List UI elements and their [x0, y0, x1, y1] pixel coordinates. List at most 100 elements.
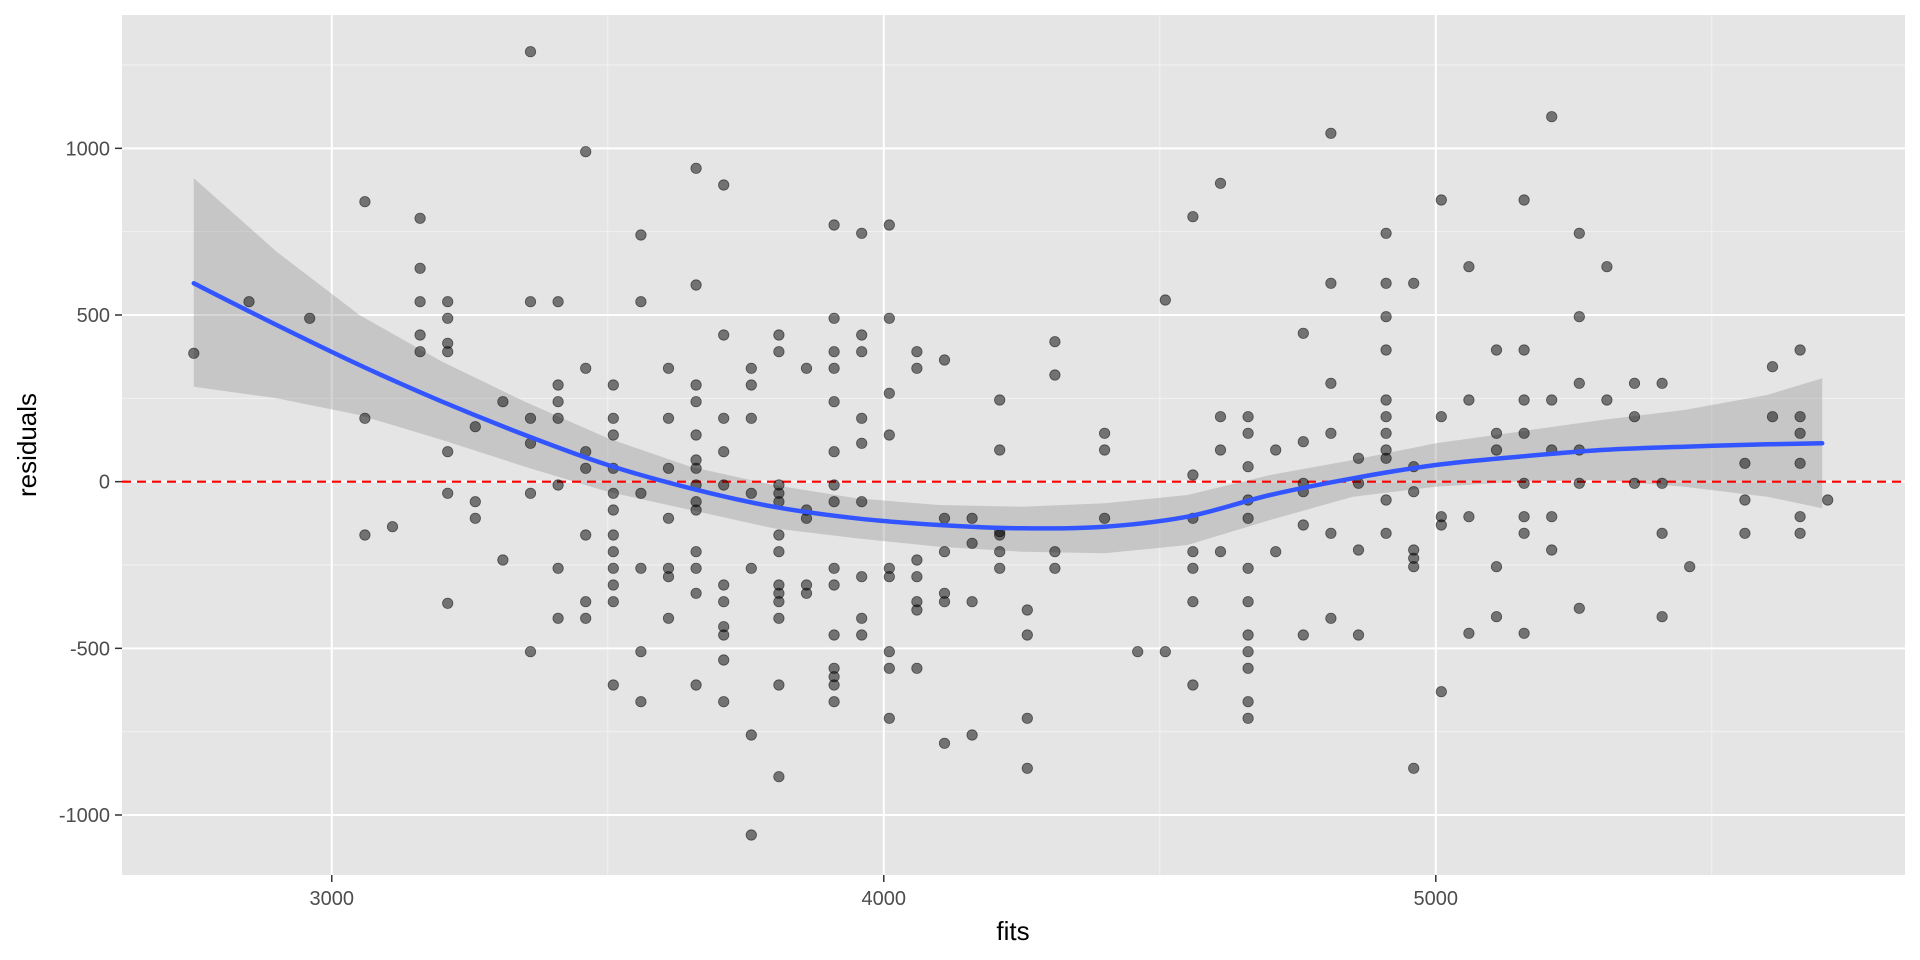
data-point [552, 379, 564, 391]
data-point [773, 529, 785, 541]
data-point [1601, 394, 1613, 406]
data-point [1187, 469, 1199, 481]
data-point [1463, 627, 1475, 639]
data-point [856, 612, 868, 624]
data-point [1794, 511, 1806, 523]
data-point [911, 346, 923, 358]
data-point [497, 554, 509, 566]
data-point [1408, 762, 1420, 774]
data-point [1380, 527, 1392, 539]
data-point [966, 596, 978, 608]
data-point [1435, 411, 1447, 423]
data-point [690, 462, 702, 474]
data-point [994, 444, 1006, 456]
data-point [828, 696, 840, 708]
data-point [1573, 477, 1585, 489]
data-point [607, 546, 619, 558]
data-point [1242, 629, 1254, 641]
data-point [1684, 561, 1696, 573]
data-point [414, 296, 426, 308]
data-point [690, 279, 702, 291]
y-tick-label: 0 [99, 472, 110, 494]
data-point [1546, 511, 1558, 523]
data-point [883, 571, 895, 583]
data-point [938, 546, 951, 558]
data-point [580, 529, 592, 541]
data-point [1099, 512, 1111, 524]
data-point [1628, 377, 1641, 389]
data-point [883, 219, 895, 231]
data-point [690, 396, 702, 408]
data-point [1573, 227, 1585, 239]
data-point [524, 646, 537, 658]
data-point [745, 729, 757, 741]
data-point [994, 394, 1006, 406]
data-point [1518, 627, 1530, 639]
data-point [1656, 477, 1668, 489]
data-point [1490, 344, 1503, 356]
data-point [1601, 261, 1613, 273]
data-point [1297, 436, 1309, 448]
data-point [1325, 427, 1337, 439]
data-point [1187, 562, 1199, 574]
data-point [580, 362, 592, 374]
data-point [524, 412, 537, 424]
data-point [718, 654, 730, 666]
data-point [828, 446, 840, 458]
data-point [1490, 444, 1503, 456]
y-tick-label: -1000 [59, 805, 110, 827]
y-axis-ticks: -1000 -500 0 500 1000 [59, 138, 122, 827]
data-point [607, 596, 619, 608]
data-point [552, 562, 564, 574]
data-point [1021, 629, 1033, 641]
data-point [580, 596, 592, 608]
data-point [1766, 361, 1779, 373]
data-point [188, 347, 200, 359]
data-point [828, 579, 840, 591]
y-axis-title: residuals [12, 393, 42, 497]
data-point [745, 379, 757, 391]
smooth-curve [191, 281, 1825, 531]
data-point [883, 646, 895, 658]
data-point [1490, 611, 1503, 623]
data-point [1352, 629, 1365, 641]
data-point [359, 529, 371, 541]
data-point [690, 162, 702, 174]
data-point [469, 496, 481, 508]
data-point [1380, 394, 1392, 406]
data-point [1408, 486, 1420, 498]
data-point [1270, 546, 1282, 558]
data-point [1739, 494, 1751, 506]
data-point [1242, 427, 1254, 439]
data-point [1546, 544, 1558, 556]
data-point [552, 396, 564, 408]
data-point [883, 429, 895, 441]
data-point [635, 296, 647, 308]
data-point [662, 612, 675, 624]
data-point [1794, 344, 1806, 356]
data-point [304, 312, 316, 324]
data-point [1242, 662, 1254, 674]
data-point [1021, 604, 1033, 616]
data-point [856, 437, 868, 449]
data-point [856, 329, 868, 341]
data-point [718, 179, 730, 191]
data-point [662, 362, 675, 374]
data-point [469, 512, 481, 524]
data-point [1463, 511, 1475, 523]
data-point [1187, 679, 1199, 691]
data-point [1656, 377, 1668, 389]
data-point [1794, 457, 1806, 469]
data-point [1518, 477, 1530, 489]
data-point [1325, 277, 1337, 289]
data-point [828, 362, 840, 374]
data-point [662, 462, 675, 474]
data-point [414, 329, 426, 341]
data-point [773, 546, 785, 558]
data-point [966, 729, 978, 741]
data-point [1518, 427, 1530, 439]
data-point [607, 579, 619, 591]
data-point [1766, 411, 1779, 423]
data-point [690, 504, 702, 516]
